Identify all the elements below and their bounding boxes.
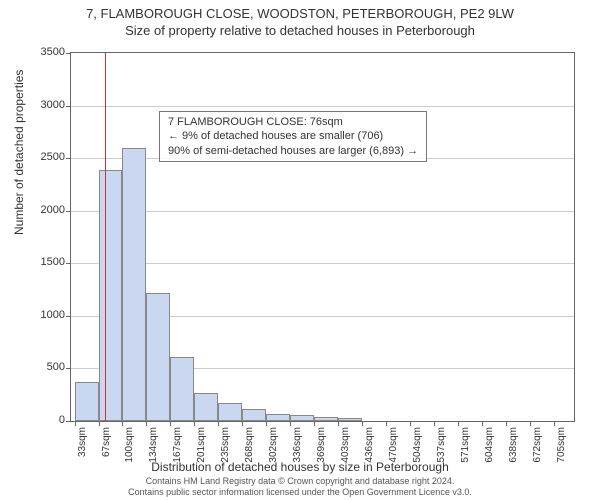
histogram-bar: [146, 293, 170, 421]
ytick-label: 500: [35, 361, 65, 373]
ytick-mark: [66, 211, 71, 212]
xtick-mark: [386, 421, 387, 426]
xtick-mark: [242, 421, 243, 426]
info-line2: ← 9% of detached houses are smaller (706…: [168, 129, 418, 143]
histogram-bar: [242, 409, 266, 421]
chart-plot-area: 33sqm67sqm100sqm134sqm167sqm201sqm235sqm…: [70, 52, 575, 422]
xtick-mark: [99, 421, 100, 426]
xtick-mark: [530, 421, 531, 426]
ytick-mark: [66, 421, 71, 422]
footer: Contains HM Land Registry data © Crown c…: [0, 476, 600, 498]
highlight-line: [105, 53, 106, 421]
histogram-bar: [218, 403, 242, 421]
title-line1: 7, FLAMBOROUGH CLOSE, WOODSTON, PETERBOR…: [0, 0, 600, 21]
xtick-mark: [170, 421, 171, 426]
footer-line1: Contains HM Land Registry data © Crown c…: [0, 476, 600, 487]
histogram-bar: [338, 418, 362, 421]
info-line1: 7 FLAMBOROUGH CLOSE: 76sqm: [168, 115, 418, 129]
xtick-mark: [75, 421, 76, 426]
xtick-mark: [482, 421, 483, 426]
ytick-mark: [66, 106, 71, 107]
xtick-mark: [554, 421, 555, 426]
ytick-mark: [66, 368, 71, 369]
histogram-bar: [314, 417, 338, 421]
info-box: 7 FLAMBOROUGH CLOSE: 76sqm ← 9% of detac…: [159, 111, 427, 162]
histogram-bar: [290, 415, 314, 421]
xtick-mark: [290, 421, 291, 426]
ytick-label: 2500: [35, 151, 65, 163]
xtick-mark: [146, 421, 147, 426]
xtick-mark: [314, 421, 315, 426]
histogram-bar: [194, 393, 218, 421]
ytick-label: 1000: [35, 309, 65, 321]
ytick-label: 0: [35, 414, 65, 426]
ytick-label: 3000: [35, 99, 65, 111]
title-line2: Size of property relative to detached ho…: [0, 21, 600, 38]
histogram-bar: [170, 357, 194, 421]
xtick-mark: [338, 421, 339, 426]
xtick-mark: [218, 421, 219, 426]
xtick-mark: [122, 421, 123, 426]
xtick-mark: [194, 421, 195, 426]
ytick-label: 2000: [35, 204, 65, 216]
ytick-mark: [66, 53, 71, 54]
xtick-mark: [458, 421, 459, 426]
chart-container: 7, FLAMBOROUGH CLOSE, WOODSTON, PETERBOR…: [0, 0, 600, 500]
ytick-label: 1500: [35, 256, 65, 268]
histogram-bar: [99, 170, 123, 421]
ytick-label: 3500: [35, 46, 65, 58]
xtick-mark: [506, 421, 507, 426]
ytick-mark: [66, 158, 71, 159]
xtick-mark: [266, 421, 267, 426]
y-axis-label: Number of detached properties: [12, 70, 26, 235]
histogram-bar: [75, 382, 99, 421]
xtick-mark: [434, 421, 435, 426]
footer-line2: Contains public sector information licen…: [0, 487, 600, 498]
ytick-mark: [66, 263, 71, 264]
gridline: [71, 211, 574, 212]
histogram-bar: [122, 148, 146, 421]
gridline: [71, 263, 574, 264]
info-line3: 90% of semi-detached houses are larger (…: [168, 144, 418, 158]
xtick-mark: [362, 421, 363, 426]
x-axis-label: Distribution of detached houses by size …: [0, 460, 600, 474]
histogram-bar: [266, 414, 290, 421]
gridline: [71, 106, 574, 107]
xtick-mark: [410, 421, 411, 426]
ytick-mark: [66, 316, 71, 317]
